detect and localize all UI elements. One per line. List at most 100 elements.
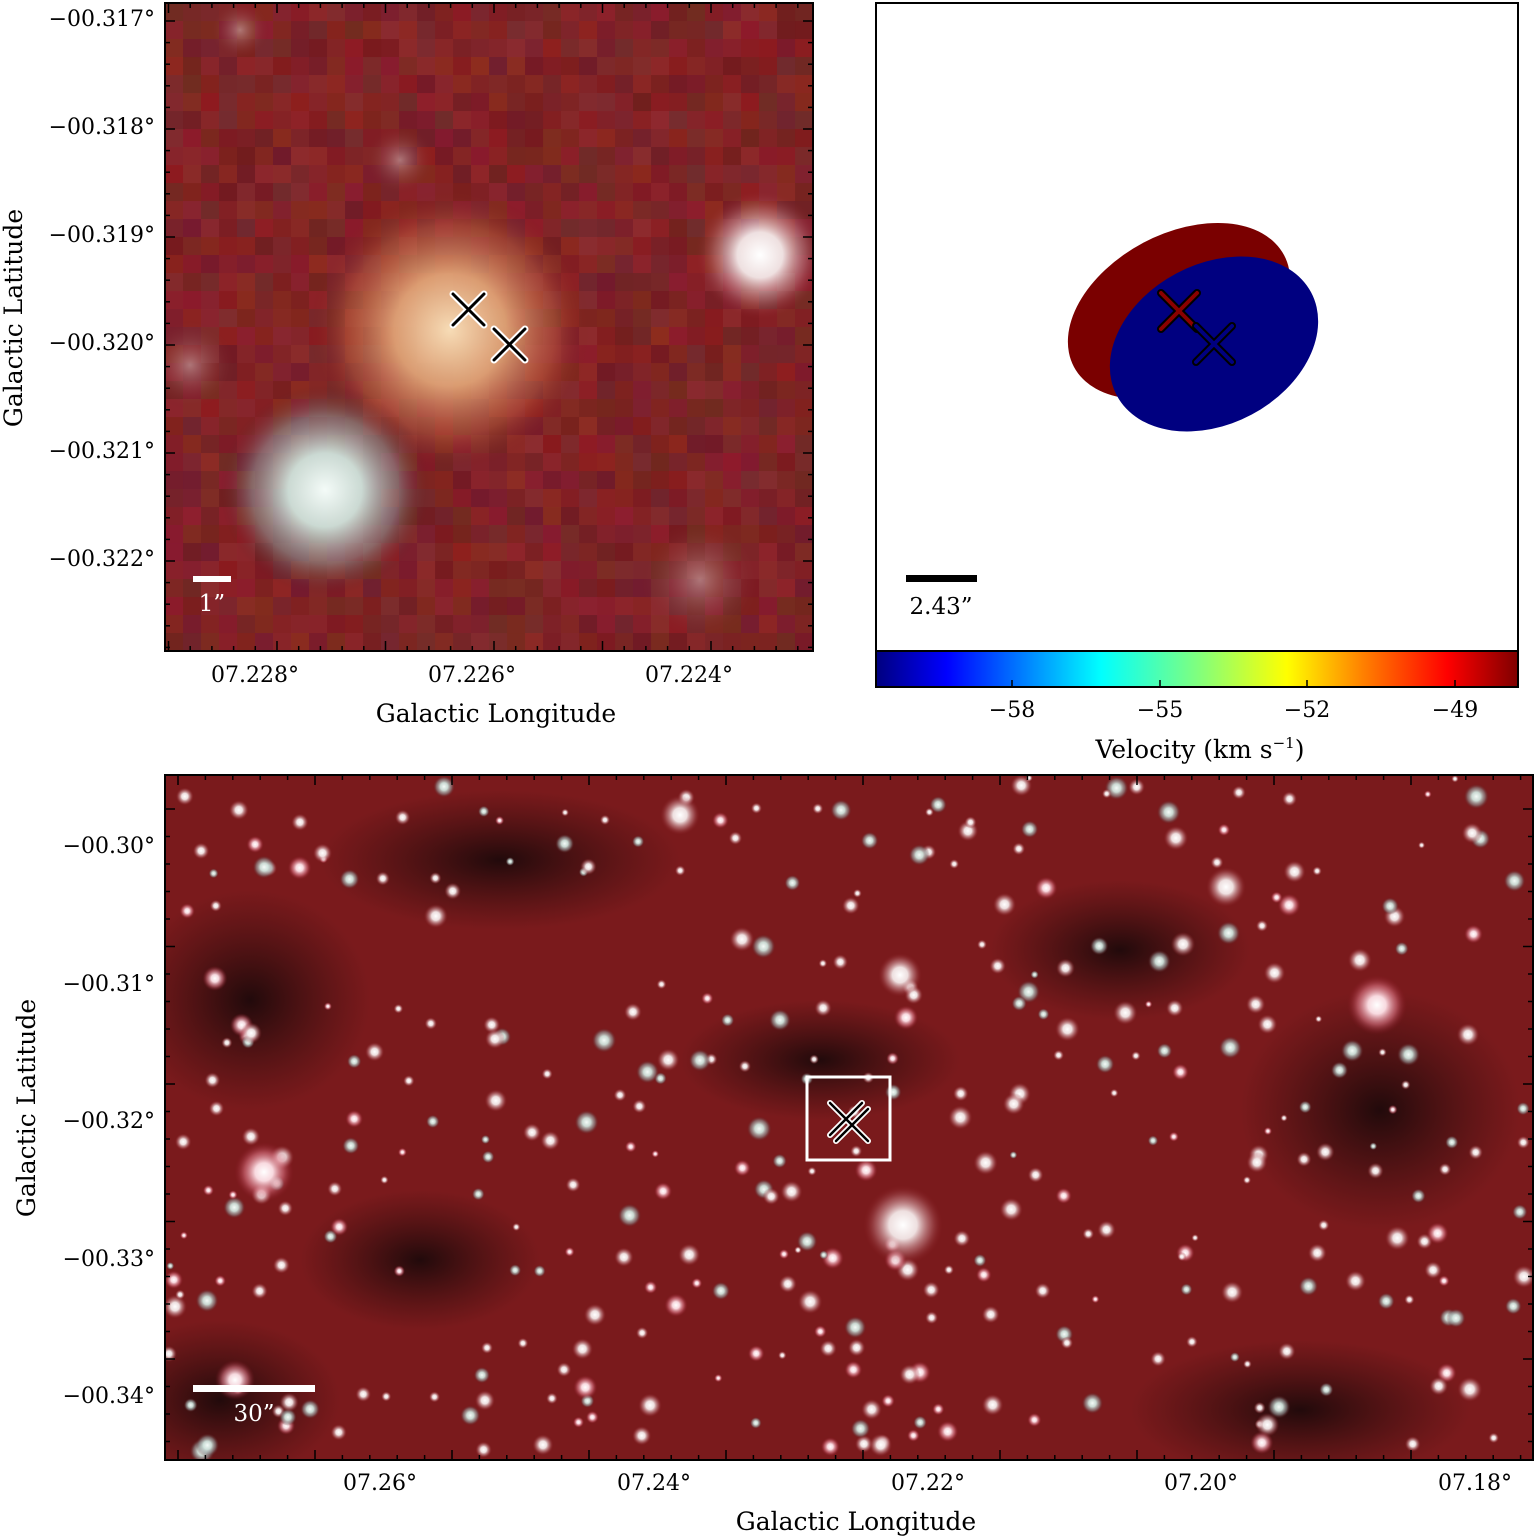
field-star [820, 1437, 840, 1457]
mosaic-pixel [165, 273, 184, 292]
mosaic-pixel [345, 597, 364, 616]
mosaic-pixel [705, 75, 724, 94]
mosaic-pixel [309, 255, 328, 274]
mosaic-pixel [165, 561, 184, 580]
mosaic-pixel [291, 165, 310, 184]
mosaic-pixel [777, 399, 796, 418]
field-star [1457, 1376, 1483, 1402]
mosaic-pixel [165, 291, 184, 310]
mosaic-pixel [795, 471, 813, 490]
field-star [1095, 1054, 1115, 1074]
field-star [973, 1150, 998, 1176]
mosaic-pixel [219, 75, 238, 94]
mosaic-pixel [633, 417, 652, 436]
wide-scale-bar [193, 1385, 315, 1392]
mosaic-pixel [687, 165, 706, 184]
field-star [345, 1109, 364, 1128]
mosaic-pixel [345, 3, 364, 22]
field-star [444, 882, 462, 900]
field-star [279, 1392, 299, 1413]
field-star [1002, 1092, 1025, 1115]
mosaic-pixel [399, 633, 418, 651]
mosaic-pixel [579, 165, 598, 184]
mosaic-pixel [417, 543, 436, 562]
mosaic-pixel [759, 165, 778, 184]
mosaic-pixel [705, 129, 724, 148]
mosaic-pixel [165, 543, 184, 562]
mosaic-pixel [669, 291, 688, 310]
field-star [1456, 1023, 1480, 1046]
field-star [460, 1405, 481, 1426]
field-star [1438, 1275, 1450, 1287]
mosaic-pixel [795, 579, 813, 598]
mosaic-pixel [327, 3, 346, 22]
field-star [691, 1277, 703, 1289]
field-star [1255, 919, 1269, 932]
mosaic-pixel [741, 381, 760, 400]
mosaic-pixel [651, 363, 670, 382]
dark-lane-8 [300, 1190, 540, 1330]
field-star [165, 1294, 188, 1319]
mosaic-pixel [687, 21, 706, 40]
mosaic-pixel [795, 507, 813, 526]
mosaic-pixel [327, 129, 346, 148]
mosaic-pixel [705, 183, 724, 202]
field-star [583, 1303, 607, 1327]
field-star [512, 1222, 521, 1232]
zoom-panel: 1” −00.317° −00.318° −00.319° −00.320° −… [0, 2, 814, 728]
mosaic-pixel [687, 75, 706, 94]
mosaic-pixel [255, 363, 274, 382]
mosaic-pixel [705, 489, 724, 508]
mosaic-pixel [381, 597, 400, 616]
mosaic-pixel [561, 39, 580, 58]
mosaic-pixel [435, 111, 454, 130]
mosaic-pixel [687, 93, 706, 112]
field-star [1263, 1126, 1273, 1136]
mosaic-pixel [525, 147, 544, 166]
mosaic-pixel [543, 543, 562, 562]
mosaic-pixel [687, 129, 706, 148]
mosaic-pixel [615, 543, 634, 562]
mosaic-pixel [219, 93, 238, 112]
mosaic-pixel [651, 291, 670, 310]
mosaic-pixel [525, 597, 544, 616]
field-star [925, 1311, 939, 1325]
mosaic-pixel [633, 453, 652, 472]
field-star [1438, 1162, 1452, 1176]
mosaic-pixel [633, 309, 652, 328]
mosaic-pixel [795, 633, 813, 651]
mosaic-pixel [489, 489, 508, 508]
mosaic-pixel [777, 75, 796, 94]
mosaic-pixel [183, 165, 202, 184]
mosaic-pixel [309, 237, 328, 256]
mosaic-pixel [165, 75, 184, 94]
mosaic-pixel [579, 507, 598, 526]
field-star [480, 1134, 491, 1145]
mosaic-pixel [201, 273, 220, 292]
mosaic-pixel [183, 237, 202, 256]
mosaic-pixel [669, 57, 688, 76]
mosaic-pixel [759, 399, 778, 418]
mosaic-pixel [183, 597, 202, 616]
mosaic-pixel [651, 201, 670, 220]
field-star [505, 857, 515, 866]
field-star [778, 1351, 787, 1360]
mosaic-pixel [615, 57, 634, 76]
mosaic-pixel [417, 93, 436, 112]
mosaic-pixel [561, 57, 580, 76]
field-star [228, 800, 249, 820]
mosaic-pixel [525, 543, 544, 562]
mosaic-pixel [273, 75, 292, 94]
field-star [426, 1114, 440, 1129]
mosaic-pixel [759, 543, 778, 562]
mosaic-pixel [615, 147, 634, 166]
mosaic-pixel [777, 327, 796, 346]
mosaic-pixel [723, 399, 742, 418]
mosaic-pixel [507, 111, 526, 130]
mosaic-pixel [489, 525, 508, 544]
wide-image: 30” [165, 775, 1533, 1460]
mosaic-pixel [471, 129, 490, 148]
wide-scale-label: 30” [233, 1401, 274, 1427]
field-star [375, 871, 390, 886]
mosaic-pixel [597, 471, 616, 490]
